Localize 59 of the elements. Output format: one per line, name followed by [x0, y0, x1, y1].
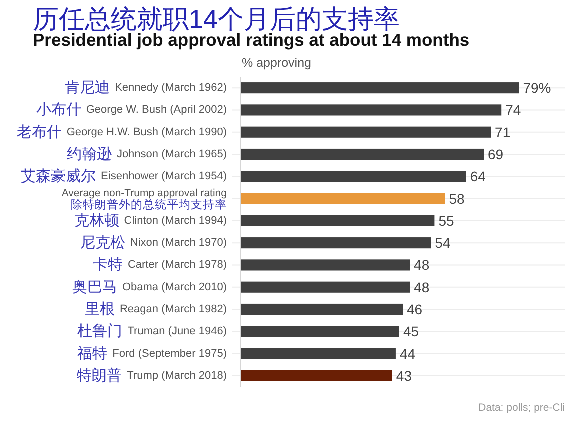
text: 福特: [78, 345, 108, 362]
y-tick-label: Kennedy (March 1962): [115, 82, 227, 94]
bar: [241, 282, 410, 293]
text: 里根: [84, 301, 115, 318]
y-tick-label: Truman (June 1946): [128, 326, 227, 338]
bar: [241, 126, 492, 138]
y-tick-label: Obama (March 2010): [122, 281, 227, 294]
y-tick-label: Reagan (March 1982): [120, 304, 227, 316]
bar: [241, 82, 520, 94]
text: 小布什: [36, 102, 82, 119]
data-label: 69: [488, 146, 504, 162]
text: 奥巴马: [72, 278, 118, 296]
x-axis-title: % approving: [242, 56, 312, 70]
bar: [241, 348, 396, 360]
text: 肯尼迪: [65, 80, 110, 97]
text: 尼克松: [80, 234, 126, 252]
chart-title: 历任总统就职14个月后的支持率: [33, 4, 400, 34]
data-label: 55: [438, 212, 454, 229]
data-label: 71: [495, 124, 511, 140]
bar: [241, 238, 432, 249]
y-tick-label: Johnson (March 1965): [116, 148, 227, 160]
y-tick-label: George W. Bush (April 2002): [86, 104, 227, 116]
y-tick-label: Ford (September 1975): [112, 348, 227, 360]
bar: [241, 215, 435, 226]
bar: [241, 193, 446, 204]
data-label: 44: [400, 346, 416, 362]
data-label: 74: [506, 102, 522, 118]
data-label: 45: [403, 324, 420, 340]
data-label: 54: [435, 235, 451, 252]
y-tick-label: Eisenhower (March 1954): [101, 170, 227, 183]
y-tick-label: Nixon (March 1970): [130, 237, 227, 250]
text: Data: polls; pre-Cli: [478, 402, 565, 414]
text: 杜鲁门: [78, 323, 123, 340]
text: 除特朗普外的总统平均支持率: [71, 197, 227, 212]
y-tick-label: Clinton (March 1994): [124, 214, 227, 227]
text: 老布什: [16, 124, 62, 141]
bar: [241, 171, 466, 182]
data-label: 43: [396, 368, 412, 384]
bar: [241, 148, 484, 160]
data-label: 58: [449, 190, 466, 207]
bar: [241, 326, 400, 338]
text: 约翰逊: [66, 146, 112, 163]
data-label: 48: [414, 279, 430, 296]
text: 艾森豪威尔: [21, 168, 96, 186]
text: 卡特: [92, 256, 123, 274]
y-tick-label: Carter (March 1978): [128, 259, 227, 272]
y-tick-label: Average non-Trump approval rating: [62, 187, 228, 200]
data-label: 64: [470, 168, 486, 185]
bar: [241, 260, 410, 271]
data-label: 48: [414, 257, 430, 274]
text: 克林顿: [74, 212, 120, 230]
data-label: 46: [407, 302, 423, 318]
bar: [241, 104, 502, 116]
bar: [241, 370, 392, 382]
data-label: 79%: [523, 80, 552, 96]
y-tick-label: George H.W. Bush (March 1990): [66, 126, 227, 138]
y-tick-label: Trump (March 2018): [127, 370, 227, 382]
text: 特朗普: [77, 367, 122, 384]
bar: [241, 304, 403, 316]
